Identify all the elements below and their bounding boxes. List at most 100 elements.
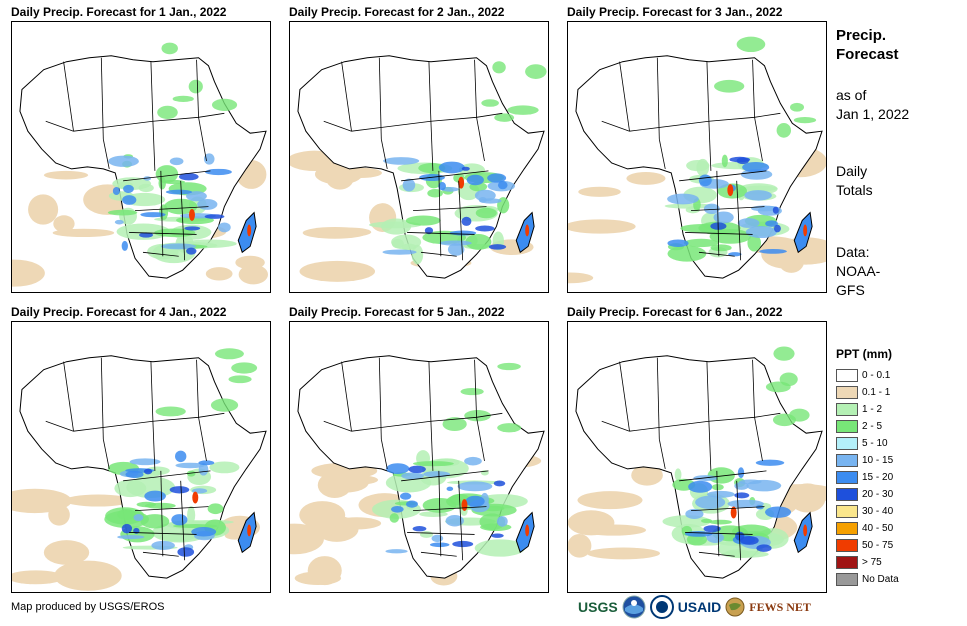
legend-item: 2 - 5 xyxy=(836,418,899,435)
country-border xyxy=(152,121,156,171)
heavy-rain-spot xyxy=(730,506,737,519)
country-border xyxy=(63,61,74,132)
country-border xyxy=(736,480,742,561)
precip-blob xyxy=(121,240,128,251)
precip-blob xyxy=(155,406,186,417)
precip-blob xyxy=(412,461,454,467)
country-border xyxy=(752,359,755,418)
drizzle-patch xyxy=(28,194,59,225)
country-border xyxy=(716,470,720,557)
country-border xyxy=(656,357,660,440)
country-border xyxy=(100,357,104,440)
country-border xyxy=(629,112,781,132)
panel-title: Daily Precip. Forecast for 2 Jan., 2022 xyxy=(289,5,505,19)
precip-blob xyxy=(125,470,144,479)
country-border xyxy=(198,417,207,462)
country-border xyxy=(428,361,432,422)
country-border xyxy=(716,170,720,257)
precip-blob xyxy=(438,161,465,174)
country-border xyxy=(378,357,382,440)
precip-blob xyxy=(402,178,416,192)
precip-blob xyxy=(442,417,467,431)
precip-blob xyxy=(154,228,196,238)
precip-blob xyxy=(160,243,196,250)
sidebar-title: Precip. Forecast xyxy=(836,27,899,63)
country-border xyxy=(407,232,475,235)
panel-title: Daily Precip. Forecast for 3 Jan., 2022 xyxy=(567,5,783,19)
country-border xyxy=(401,470,489,482)
precip-blob xyxy=(431,534,444,543)
legend-label: > 75 xyxy=(862,557,882,568)
drizzle-patch xyxy=(568,272,594,284)
forecast-panel-day3: Daily Precip. Forecast for 3 Jan., 2022 xyxy=(567,5,827,295)
legend-item: 30 - 40 xyxy=(836,503,899,520)
precip-blob xyxy=(793,116,817,124)
precip-blob xyxy=(737,218,760,228)
drizzle-patch xyxy=(631,464,663,486)
precip-blob xyxy=(406,500,418,508)
precip-blob xyxy=(191,527,217,537)
precip-map xyxy=(567,21,827,293)
precip-blob xyxy=(210,398,239,412)
precip-blob xyxy=(474,539,526,557)
precip-blob xyxy=(231,362,258,374)
precip-blob xyxy=(725,549,750,558)
precip-blob xyxy=(123,184,134,193)
precip-blob xyxy=(186,191,207,202)
fews-net-logo: FEWS NET xyxy=(749,600,811,614)
country-border xyxy=(430,421,434,471)
precip-blob xyxy=(765,220,778,227)
legend-swatch xyxy=(836,522,858,535)
country-border xyxy=(160,170,164,257)
precip-blob xyxy=(228,375,252,384)
precip-blob xyxy=(112,186,120,196)
country-border xyxy=(351,412,503,432)
drizzle-patch xyxy=(299,501,346,529)
legend-label: No Data xyxy=(862,574,899,585)
legend-label: 20 - 30 xyxy=(862,489,894,500)
precip-blob xyxy=(204,214,225,219)
precip-blob xyxy=(169,157,184,166)
precip-blob xyxy=(386,463,410,475)
precip-blob xyxy=(186,247,197,255)
country-border xyxy=(378,57,382,140)
precip-blob xyxy=(427,188,443,198)
precip-blob xyxy=(187,506,196,525)
drizzle-patch xyxy=(48,504,70,526)
drizzle-patch xyxy=(568,219,636,234)
legend-swatch xyxy=(836,454,858,467)
precip-blob xyxy=(405,215,441,226)
precip-blob xyxy=(114,219,124,225)
forecast-panel-day1: Daily Precip. Forecast for 1 Jan., 2022 xyxy=(11,5,271,295)
precip-blob xyxy=(667,193,699,205)
country-border xyxy=(407,532,475,535)
legend-swatch xyxy=(836,420,858,433)
country-border xyxy=(323,120,352,132)
madagascar-outline xyxy=(515,211,535,254)
precip-blob xyxy=(385,549,408,554)
legend-item: 0 - 0.1 xyxy=(836,367,899,384)
legend-swatch xyxy=(836,556,858,569)
country-border xyxy=(656,57,660,140)
precip-map xyxy=(567,321,827,593)
precip-blob xyxy=(686,159,710,172)
drizzle-patch xyxy=(789,483,826,513)
africa-map xyxy=(290,55,547,282)
country-border xyxy=(73,412,225,432)
panel-title: Daily Precip. Forecast for 6 Jan., 2022 xyxy=(567,305,783,319)
country-border xyxy=(619,61,630,132)
legend-item: 5 - 10 xyxy=(836,435,899,452)
legend-label: 0.1 - 1 xyxy=(862,387,891,398)
precip-blob xyxy=(756,544,772,552)
legend-item: 50 - 75 xyxy=(836,537,899,554)
precip-blob xyxy=(457,481,493,492)
precip-blob xyxy=(688,480,713,493)
legend-label: 0 - 0.1 xyxy=(862,370,891,381)
legend-swatch xyxy=(836,573,858,586)
precip-blob xyxy=(683,238,719,248)
precip-blob xyxy=(464,410,491,422)
precip-blob xyxy=(389,513,399,523)
precip-blob xyxy=(737,467,745,479)
precip-blob xyxy=(461,166,470,171)
precip-blob xyxy=(139,232,154,238)
